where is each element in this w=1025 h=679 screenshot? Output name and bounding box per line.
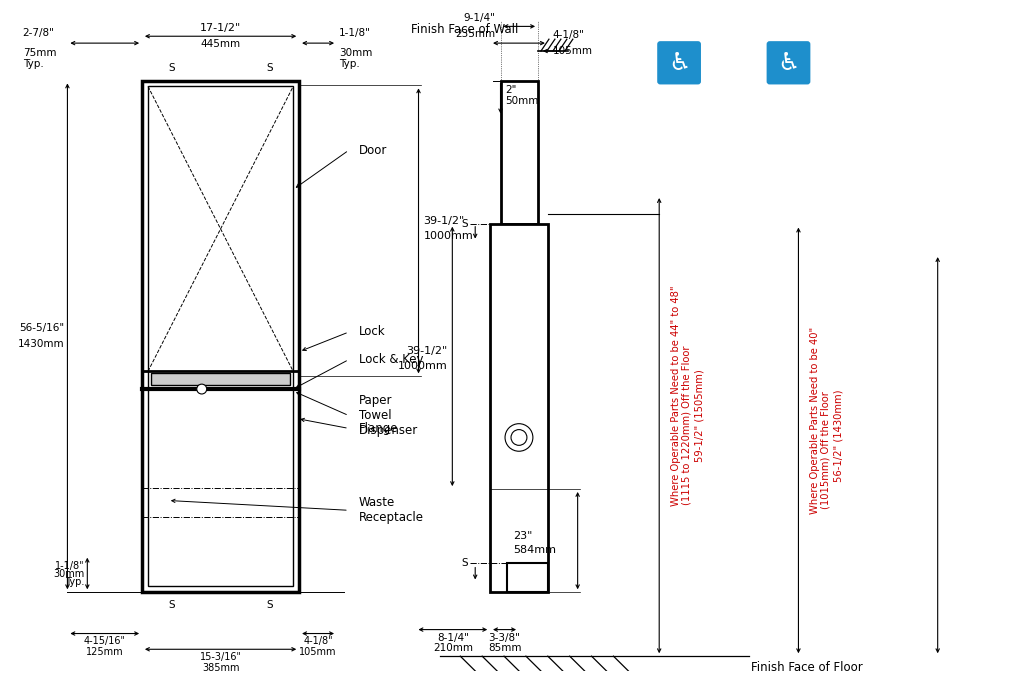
Circle shape bbox=[197, 384, 207, 394]
Text: 105mm: 105mm bbox=[299, 647, 337, 657]
Text: 9-1/4": 9-1/4" bbox=[463, 14, 495, 24]
Text: 3-3/8": 3-3/8" bbox=[489, 633, 521, 642]
Text: Finish Face of Floor: Finish Face of Floor bbox=[750, 661, 862, 674]
Bar bbox=[148, 86, 293, 586]
Text: 56-1/2" (1430mm): 56-1/2" (1430mm) bbox=[833, 389, 844, 481]
Text: Typ.: Typ. bbox=[23, 59, 43, 69]
Text: 30mm: 30mm bbox=[339, 48, 372, 58]
Text: S: S bbox=[266, 62, 273, 73]
Text: 1000mm: 1000mm bbox=[423, 231, 474, 241]
Text: S: S bbox=[168, 62, 175, 73]
Text: Waste
Receptacle: Waste Receptacle bbox=[359, 496, 423, 524]
Text: 235mm: 235mm bbox=[455, 29, 495, 39]
Text: 56-5/16": 56-5/16" bbox=[19, 323, 65, 333]
Text: 39-1/2": 39-1/2" bbox=[406, 346, 447, 356]
Text: Flange: Flange bbox=[359, 422, 399, 435]
Text: 210mm: 210mm bbox=[433, 644, 473, 653]
Text: 85mm: 85mm bbox=[488, 644, 522, 653]
Text: S: S bbox=[266, 600, 273, 610]
Text: 105mm: 105mm bbox=[552, 46, 592, 56]
Text: Typ.: Typ. bbox=[339, 59, 360, 69]
Text: 4-1/8": 4-1/8" bbox=[552, 30, 584, 40]
Text: 1000mm: 1000mm bbox=[398, 361, 447, 371]
Text: 1430mm: 1430mm bbox=[17, 340, 65, 349]
Text: ♿: ♿ bbox=[668, 51, 690, 75]
Text: 59-1/2" (1505mm): 59-1/2" (1505mm) bbox=[694, 369, 704, 462]
Text: 15-3/16": 15-3/16" bbox=[200, 653, 242, 662]
Circle shape bbox=[505, 424, 533, 452]
FancyBboxPatch shape bbox=[657, 41, 701, 84]
Text: 4-1/8": 4-1/8" bbox=[303, 636, 333, 646]
Text: 30mm: 30mm bbox=[53, 568, 84, 579]
Bar bbox=[507, 563, 547, 592]
Bar bbox=[142, 81, 299, 592]
Text: S: S bbox=[461, 557, 468, 568]
Text: 8-1/4": 8-1/4" bbox=[437, 633, 468, 642]
Text: 125mm: 125mm bbox=[86, 647, 124, 657]
Text: 23": 23" bbox=[512, 531, 532, 540]
Text: 584mm: 584mm bbox=[512, 545, 556, 555]
Text: 75mm: 75mm bbox=[23, 48, 56, 58]
Text: S: S bbox=[461, 219, 468, 229]
Text: Finish Face of Wall: Finish Face of Wall bbox=[411, 23, 518, 36]
Text: 1-1/8": 1-1/8" bbox=[54, 561, 84, 570]
Text: (1115 to 1220mm) Off the Floor: (1115 to 1220mm) Off the Floor bbox=[681, 346, 691, 505]
Text: 17-1/2": 17-1/2" bbox=[200, 23, 241, 33]
Text: 385mm: 385mm bbox=[202, 663, 240, 673]
Text: ♿: ♿ bbox=[777, 51, 800, 75]
Text: 50mm: 50mm bbox=[505, 96, 539, 106]
Text: 39-1/2": 39-1/2" bbox=[423, 216, 464, 226]
Text: 2-7/8": 2-7/8" bbox=[23, 29, 54, 38]
Text: (1015mm) Off the Floor: (1015mm) Off the Floor bbox=[820, 391, 830, 509]
Text: Paper
Towel
Dispenser: Paper Towel Dispenser bbox=[359, 394, 418, 437]
FancyBboxPatch shape bbox=[767, 41, 811, 84]
Circle shape bbox=[511, 430, 527, 445]
Text: Lock: Lock bbox=[359, 325, 385, 339]
Text: 445mm: 445mm bbox=[201, 39, 241, 49]
Bar bbox=[500, 81, 538, 224]
Bar bbox=[151, 373, 290, 385]
Text: 1-1/8": 1-1/8" bbox=[339, 29, 371, 38]
Text: Where Operable Parts Need to be 44" to 48": Where Operable Parts Need to be 44" to 4… bbox=[671, 286, 682, 507]
Bar bbox=[490, 224, 547, 592]
Text: 4-15/16": 4-15/16" bbox=[84, 636, 126, 646]
Text: Where Operable Parts Need to be 40": Where Operable Parts Need to be 40" bbox=[811, 327, 820, 515]
Text: Lock & Key: Lock & Key bbox=[359, 353, 423, 366]
Text: S: S bbox=[168, 600, 175, 610]
Text: 2": 2" bbox=[505, 86, 517, 96]
Text: Typ.: Typ. bbox=[65, 577, 84, 587]
Text: Door: Door bbox=[359, 144, 387, 157]
